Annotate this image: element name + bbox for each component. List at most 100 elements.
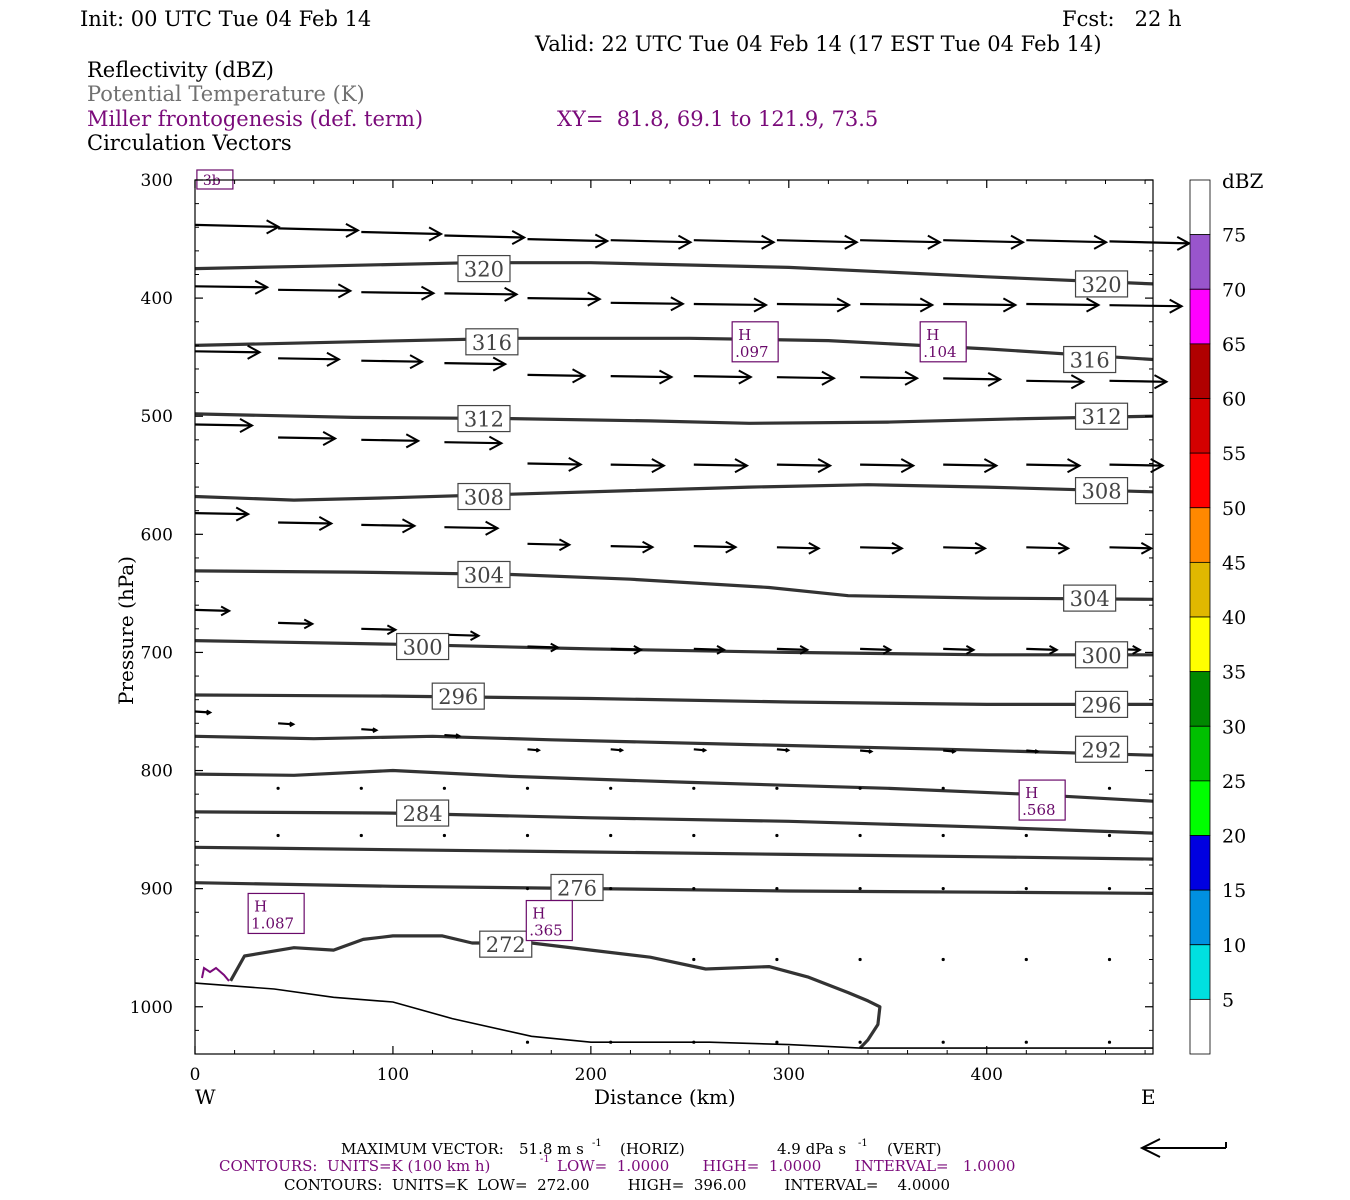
vector	[361, 523, 415, 527]
vector-head	[504, 286, 519, 302]
vector	[361, 230, 442, 236]
valid-time: Valid: 22 UTC Tue 04 Feb 14 (17 EST Tue …	[534, 32, 1102, 56]
vector	[278, 357, 339, 361]
vector-head	[951, 749, 957, 754]
contour-label-box	[1074, 270, 1129, 298]
vector	[943, 647, 974, 651]
theta-contour-292	[194, 734, 1154, 757]
contour-label: 296	[431, 682, 485, 710]
frontogenesis-box	[919, 321, 967, 363]
vector-dot	[858, 1040, 862, 1044]
contour-label-text: 304	[464, 563, 504, 587]
plot-frame	[194, 179, 1154, 1055]
vector-head	[303, 618, 315, 630]
contour-label-box	[1063, 345, 1117, 374]
vector-dot	[692, 1040, 696, 1044]
theta-contour-272	[194, 934, 1153, 1050]
vector-head	[511, 230, 527, 245]
vector-head	[1150, 458, 1165, 474]
vector	[278, 227, 358, 232]
vector-dot	[276, 833, 280, 838]
vector	[527, 462, 581, 466]
vector-head	[670, 296, 685, 312]
colorbar-level: 50	[1222, 498, 1246, 520]
colorbar-swatch	[1189, 452, 1211, 509]
vector-dot	[276, 786, 280, 790]
max-vector-horiz-tag: (HORIZ)	[620, 1140, 685, 1158]
theta-contour-284	[194, 810, 1154, 835]
vector-head	[891, 541, 904, 555]
vector-head	[904, 370, 920, 386]
colorbar-swatch	[1189, 343, 1211, 399]
vector-dot	[442, 833, 446, 838]
vector	[860, 239, 940, 244]
y-axis-label: Pressure (hPa)	[114, 556, 138, 705]
contour-label-box	[457, 254, 511, 283]
y-tick-label: 500	[141, 407, 173, 427]
colorbar-level: 25	[1222, 771, 1246, 793]
vector	[527, 297, 600, 301]
vector-head	[900, 458, 916, 474]
colorbar-swatch	[1189, 398, 1211, 454]
vector	[278, 288, 351, 292]
contour-label-text: 284	[403, 802, 443, 826]
contour-label-box	[1074, 735, 1129, 763]
frontogenesis-kind: H	[738, 326, 751, 344]
vector	[1026, 647, 1057, 651]
vector	[361, 438, 419, 442]
field-reflectivity: Reflectivity (dBZ)	[87, 58, 274, 82]
colorbar-level: 10	[1222, 935, 1246, 957]
vector	[444, 633, 479, 637]
colorbar-swatch	[1189, 507, 1211, 563]
vector-head	[220, 605, 232, 617]
vector-head	[844, 234, 859, 250]
vector-dot	[359, 833, 363, 838]
vector	[860, 647, 891, 651]
colorbar-swatch	[1189, 616, 1211, 673]
vector-head	[247, 344, 262, 360]
vector-head	[836, 297, 852, 313]
frontogenesis-value: 1.087	[251, 914, 294, 932]
vector-head	[919, 297, 935, 313]
vector	[1026, 379, 1084, 383]
vector-dot	[941, 1040, 945, 1044]
contour-label: 316	[1063, 345, 1117, 374]
vector	[776, 302, 850, 307]
contour-label-box	[1063, 584, 1117, 612]
colorbar-swatch	[1189, 944, 1211, 1000]
frontogenesis-value: .365	[529, 922, 562, 940]
contour-label: 312	[1074, 402, 1129, 430]
frontogenesis-kind: H	[1025, 784, 1038, 802]
contour-label-text: 312	[1081, 405, 1121, 429]
colorbar-swatch	[1189, 889, 1211, 946]
vector-head	[1067, 458, 1082, 474]
contour-label: 300	[396, 632, 450, 661]
contour-label-text: 296	[1081, 693, 1121, 717]
vector	[361, 728, 377, 732]
vector-dot	[609, 1040, 613, 1044]
vector-head	[633, 645, 644, 655]
vector-head	[455, 733, 462, 739]
y-tick-label: 300	[141, 171, 173, 191]
vector-dot	[359, 786, 363, 790]
x-tick-label: 400	[971, 1065, 1003, 1085]
vector-head	[568, 456, 583, 472]
vector	[776, 463, 831, 467]
theta-contour-276	[194, 881, 1154, 895]
axes: 300 400 500 600 700 800 900 1000 0 100 200 300 400	[130, 171, 1153, 1085]
vector-dot	[525, 786, 530, 790]
contours-theta: CONTOURS: UNITS=K LOW= 272.00 HIGH= 396.…	[284, 1176, 950, 1194]
forecast-hour: Fcst: 22 h	[1062, 7, 1182, 31]
vector-dot	[692, 887, 696, 891]
y-tick-label: 1000	[130, 998, 173, 1018]
vector-head	[1002, 297, 1018, 313]
vector-dot	[525, 833, 530, 838]
colorbar-swatch	[1189, 234, 1211, 290]
vector-head	[1140, 541, 1154, 555]
x-tick-label: 300	[773, 1065, 805, 1085]
vector-dot	[609, 786, 613, 790]
vector-dot	[1024, 1040, 1028, 1044]
theta-contour-296	[194, 693, 1153, 706]
x-end-right: E	[1141, 1085, 1156, 1109]
